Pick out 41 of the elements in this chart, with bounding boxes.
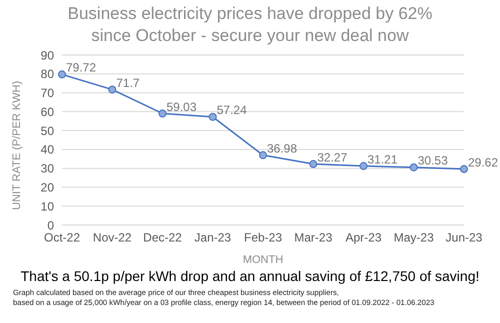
point <box>309 160 318 168</box>
data-label: 79.72 <box>66 60 96 75</box>
y-tick-label: 60 <box>40 104 54 119</box>
x-tick-label: Jun-23 <box>446 230 483 245</box>
y-tick-label: 80 <box>40 67 54 82</box>
y-tick-label: 70 <box>40 86 54 100</box>
point <box>58 70 66 78</box>
x-tick-label: Apr-23 <box>345 230 382 245</box>
x-tick-label: Nov-22 <box>92 230 132 245</box>
data-label: 57.24 <box>216 103 248 118</box>
data-label: 30.53 <box>418 154 448 168</box>
point <box>208 112 217 121</box>
y-tick-label: 40 <box>40 142 54 157</box>
x-tick-label: Jan-23 <box>194 230 232 245</box>
y-tick-label: 0 <box>47 218 54 232</box>
data-label: 29.62 <box>468 155 498 170</box>
point <box>410 163 418 172</box>
point <box>259 151 267 160</box>
x-tick-label: Oct-22 <box>44 230 80 245</box>
data-label: 71.7 <box>116 76 140 90</box>
data-label: 36.98 <box>267 141 298 156</box>
y-tick-label: 50 <box>40 124 54 138</box>
text: That's a 50.1p p/per kWh drop and an annual saving of £12,750 of saving! <box>20 267 480 285</box>
y-tick-label: 30 <box>40 162 54 176</box>
x-tick-label: Dec-22 <box>143 230 182 245</box>
data-label: 32.27 <box>317 150 348 164</box>
point <box>108 86 116 94</box>
point <box>158 110 166 118</box>
data-label: 59.03 <box>166 100 197 114</box>
point <box>360 162 368 170</box>
y-tick-label: 90 <box>40 48 54 62</box>
x-tick-label: Feb-23 <box>244 230 282 245</box>
y-tick-label: 10 <box>40 199 54 214</box>
x-tick-label: Mar-23 <box>294 230 333 245</box>
y-tick-label: 20 <box>40 180 54 194</box>
point <box>460 165 468 174</box>
y-axis-title: UNIT RATE (P/PER KWH) <box>10 80 23 210</box>
data-label: 31.21 <box>368 152 398 166</box>
chart-title: Business electricity prices have dropped by 62% since October - secure your new deal now <box>66 3 434 47</box>
x-tick-label: May-23 <box>394 230 434 245</box>
x-axis-title: MONTH <box>242 254 284 266</box>
